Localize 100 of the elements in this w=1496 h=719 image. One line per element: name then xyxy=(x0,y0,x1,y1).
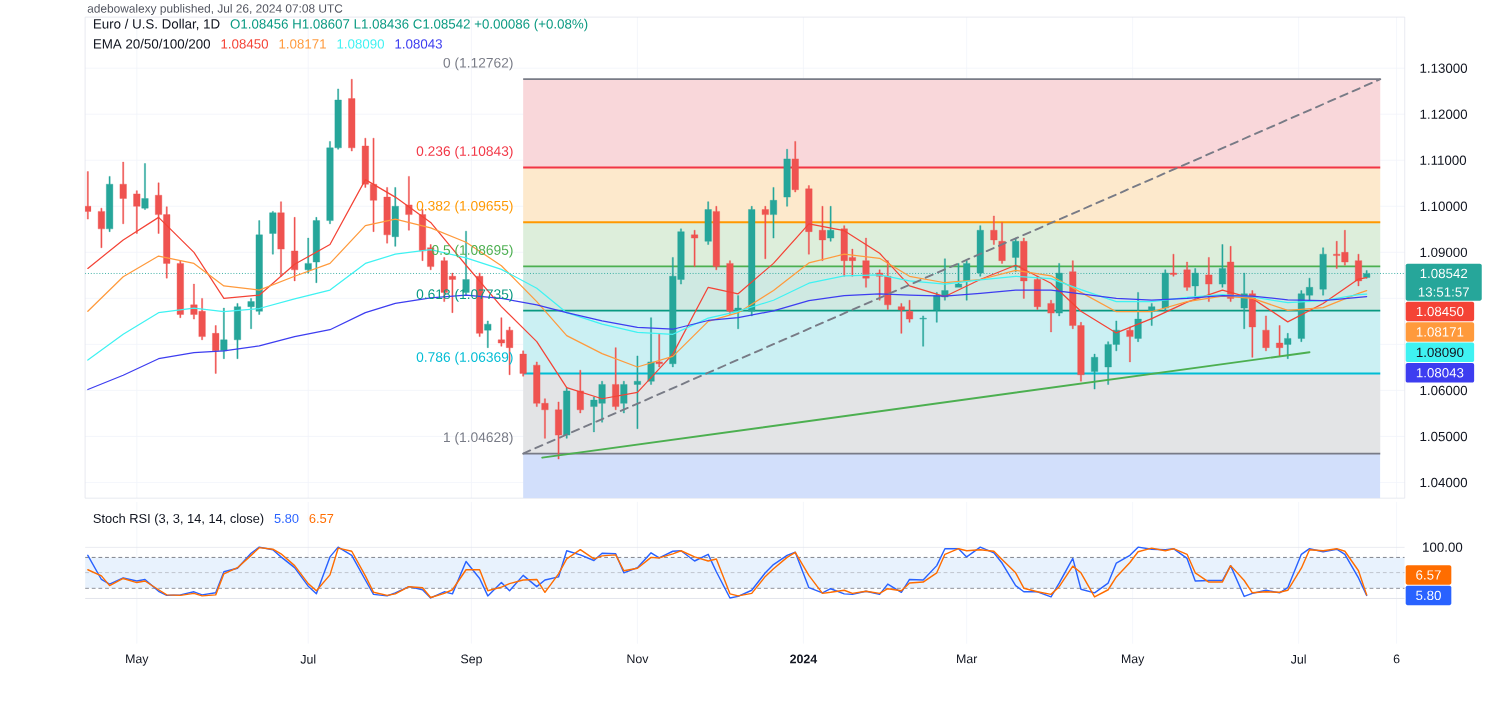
candlestick xyxy=(85,171,92,220)
candlestick xyxy=(862,238,870,288)
chart-title: Euro / U.S. Dollar, 1D xyxy=(94,19,220,31)
candlestick xyxy=(563,387,571,439)
text: 13:51:57 xyxy=(1418,287,1469,297)
candlestick xyxy=(770,187,777,239)
candlestick xyxy=(291,217,299,282)
text: 1.08450 xyxy=(221,39,269,49)
y-tick-label: 1.11000 xyxy=(1420,155,1467,166)
y-tick-label: 1.10000 xyxy=(1420,201,1468,212)
candlestick xyxy=(1355,254,1362,287)
candlestick xyxy=(555,401,562,460)
text: 1.08043 xyxy=(395,39,442,49)
candlestick xyxy=(1218,244,1226,288)
x-tick-label: 2024 xyxy=(790,654,818,664)
candlestick xyxy=(277,201,285,277)
text: 1.08090 xyxy=(337,39,385,49)
legend-title: EMA 20/50/100/200 xyxy=(94,38,211,49)
candlestick xyxy=(791,141,799,193)
candlestick xyxy=(805,185,813,255)
line-series xyxy=(87,289,1368,391)
x-tick-label: Jul xyxy=(1290,654,1306,664)
candlestick xyxy=(176,260,184,319)
text: 1.08171 xyxy=(1416,327,1464,337)
candlestick xyxy=(827,206,835,242)
candlestick xyxy=(1091,354,1099,390)
candlestick xyxy=(212,325,220,374)
text: 1.08171 xyxy=(279,39,326,49)
x-tick-label: 6 xyxy=(1393,654,1400,664)
candlestick xyxy=(897,303,905,334)
y-tick-label: 1.09000 xyxy=(1420,247,1468,258)
candlestick xyxy=(998,222,1006,264)
candlestick xyxy=(348,79,356,152)
candlestick xyxy=(269,211,277,255)
x-tick-label: May xyxy=(1121,654,1145,666)
candlestick xyxy=(1191,268,1199,299)
x-tick-label: Mar xyxy=(957,654,978,664)
candlestick xyxy=(1205,257,1213,302)
candlestick xyxy=(484,320,492,348)
candlestick xyxy=(133,190,141,234)
text: 100.00 xyxy=(1423,542,1463,552)
candlestick xyxy=(620,381,628,414)
candlestick xyxy=(990,215,998,245)
candlestick xyxy=(1148,303,1156,326)
text: 1.08043 xyxy=(1416,368,1464,378)
candlestick xyxy=(712,206,720,271)
candlestick xyxy=(919,315,927,347)
x-tick-label: Nov xyxy=(627,654,649,664)
candlestick xyxy=(234,303,241,360)
candlestick xyxy=(612,347,620,411)
ref-line-label: 0 (1.12762) xyxy=(443,57,513,71)
candlestick xyxy=(1284,333,1292,360)
candlestick xyxy=(106,176,114,232)
candlestick xyxy=(220,307,228,360)
text: 1.08090 xyxy=(1416,347,1464,358)
text: 5.80 xyxy=(274,514,299,524)
candlestick xyxy=(655,333,663,368)
line-series xyxy=(87,179,1368,400)
text: adebowalexy published, Jul 26, 2024 07:08 UTC xyxy=(87,4,343,16)
candlestick xyxy=(704,201,712,245)
candlestick xyxy=(1126,326,1134,363)
ref-line-label: 0.382 (1.09655) xyxy=(416,200,513,214)
candlestick xyxy=(391,187,399,247)
text: 5.80 xyxy=(1416,590,1441,601)
candlestick xyxy=(691,230,699,267)
y-tick-label: 1.04000 xyxy=(1420,477,1468,488)
candlestick xyxy=(1047,300,1055,333)
candlestick xyxy=(1248,290,1256,358)
x-tick-label: Sep xyxy=(461,654,482,666)
series-label: 6.57 xyxy=(309,514,334,524)
candlestick xyxy=(519,350,527,377)
candlestick xyxy=(1262,315,1270,352)
candlestick xyxy=(633,355,641,429)
candlestick xyxy=(119,162,127,225)
candlestick xyxy=(141,163,149,210)
candlestick xyxy=(726,260,734,315)
ref-line-label: 1.08542 xyxy=(1420,268,1468,279)
candlestick xyxy=(576,370,584,414)
y-tick-label: 1.05000 xyxy=(1420,431,1468,442)
candlestick xyxy=(1183,261,1191,291)
candlestick xyxy=(1170,254,1177,277)
ref-line-label: 1 (1.04628) xyxy=(444,432,513,445)
chart-subtitle: O1.08456 H1.08607 L1.08436 C1.08542 +0.00086 (+0.08%) xyxy=(230,19,588,32)
candlestick xyxy=(819,206,826,261)
candlestick xyxy=(383,187,391,244)
x-tick-label: Jul xyxy=(300,654,316,664)
candlestick xyxy=(906,300,913,323)
chart-title: Stoch RSI (3, 3, 14, 14, close) xyxy=(93,513,264,526)
text: 1.08450 xyxy=(1416,306,1464,317)
candlestick xyxy=(761,206,769,260)
y-tick-label: 1.06000 xyxy=(1420,385,1468,396)
candlestick xyxy=(1276,325,1284,357)
candlestick xyxy=(1134,292,1142,342)
line-series xyxy=(87,218,1368,368)
candlestick xyxy=(97,208,105,249)
x-tick-label: May xyxy=(126,654,149,666)
candlestick xyxy=(783,149,791,207)
candlestick xyxy=(1020,238,1028,299)
y-tick-label: 1.13000 xyxy=(1420,63,1468,74)
y-tick-label: 1.12000 xyxy=(1420,109,1468,120)
